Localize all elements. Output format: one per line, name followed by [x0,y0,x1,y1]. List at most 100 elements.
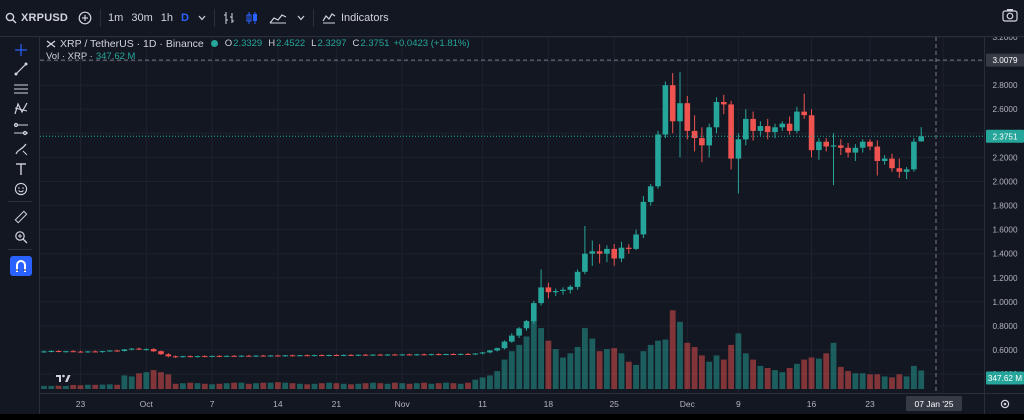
candle[interactable] [63,351,69,353]
volume-legend-row[interactable]: Vol · XRP · 347.62 M [46,50,470,63]
candle[interactable] [516,327,522,338]
candle[interactable] [143,348,150,351]
interval-1h[interactable]: 1h [160,12,173,24]
candle[interactable] [589,240,596,266]
candle[interactable] [786,116,793,135]
candle[interactable] [311,354,318,357]
indicators-button[interactable]: Indicators [317,5,394,31]
candle[interactable] [457,353,464,356]
candle[interactable] [874,140,881,176]
candle[interactable] [633,229,639,251]
candle[interactable] [903,167,910,180]
candle[interactable] [289,354,296,357]
candle[interactable] [472,353,479,355]
candle[interactable] [450,353,457,355]
candle[interactable] [560,287,566,295]
candle[interactable] [545,282,552,299]
chart-settings-corner[interactable] [984,393,1024,414]
candle[interactable] [757,121,764,136]
candle[interactable] [194,355,201,358]
emoji-tool[interactable] [10,179,32,199]
candle[interactable] [355,354,362,357]
candle[interactable] [55,350,62,353]
candle[interactable] [70,350,76,353]
candle[interactable] [77,350,84,353]
candle[interactable] [231,355,237,357]
candle[interactable] [370,354,376,356]
candle[interactable] [582,226,588,275]
candle[interactable] [304,354,310,357]
candle[interactable] [852,144,859,161]
interval-dropdown[interactable] [193,5,211,31]
candle[interactable] [114,349,120,352]
candle[interactable] [691,115,698,152]
candle[interactable] [830,133,837,186]
candle[interactable] [735,133,742,194]
candle[interactable] [297,354,303,357]
candle[interactable] [92,350,98,353]
candle[interactable] [399,354,405,356]
candle[interactable] [604,245,610,263]
candle[interactable] [99,351,106,353]
candle[interactable] [494,347,500,352]
candle[interactable] [421,353,427,356]
add-compare-button[interactable] [73,5,97,31]
candle[interactable] [340,354,347,357]
candle[interactable] [202,355,208,358]
candle[interactable] [838,139,844,155]
text-tool[interactable] [10,159,32,179]
candle[interactable] [107,350,113,352]
price-scale[interactable]: 3.2000 3.0079 2.8000 2.6000 2.3751 2.2000 2.00… [984,33,1024,393]
horizontal-lines-tool[interactable] [10,79,32,99]
candle[interactable] [187,355,193,358]
bar-replay-button[interactable] [218,5,240,31]
candle[interactable] [618,241,625,263]
candle[interactable] [406,353,413,356]
candle[interactable] [509,333,515,343]
candle[interactable] [523,319,530,331]
chart-pane[interactable] [40,37,984,393]
candle[interactable] [794,106,800,134]
snapshot-button[interactable] [1002,8,1018,25]
candle[interactable] [881,155,888,165]
candle[interactable] [699,127,705,163]
candle[interactable] [238,355,245,357]
candle[interactable] [253,355,259,357]
crosshair-tool[interactable] [10,40,32,60]
candle[interactable] [362,354,369,356]
candle[interactable] [128,348,135,351]
candle[interactable] [384,354,391,356]
candle[interactable] [165,353,172,358]
candle[interactable] [896,158,903,178]
candle[interactable] [428,353,435,356]
candle[interactable] [209,355,215,358]
candle[interactable] [245,354,252,357]
candlestick-chart[interactable] [40,37,984,393]
candle[interactable] [713,97,720,134]
candle[interactable] [764,118,771,140]
candle[interactable] [392,353,398,356]
candle[interactable] [677,71,683,158]
candle[interactable] [567,285,574,294]
chart-style-candles-button[interactable] [240,5,264,31]
candle[interactable] [772,123,778,139]
candle[interactable] [911,138,917,172]
candle[interactable] [319,354,325,357]
candle[interactable] [267,355,274,357]
candle[interactable] [465,353,471,355]
candle[interactable] [414,353,420,356]
candle[interactable] [538,269,544,306]
candle[interactable] [275,354,281,357]
candle[interactable] [655,130,661,189]
candle[interactable] [41,350,47,353]
candle[interactable] [282,355,288,357]
candle[interactable] [611,244,617,266]
candle[interactable] [326,354,332,357]
zoom-tool[interactable] [10,227,32,247]
candle[interactable] [889,153,895,172]
candle[interactable] [728,100,734,170]
candle[interactable] [779,121,786,131]
candle[interactable] [223,355,230,358]
candle[interactable] [801,93,807,119]
candle[interactable] [150,348,157,352]
